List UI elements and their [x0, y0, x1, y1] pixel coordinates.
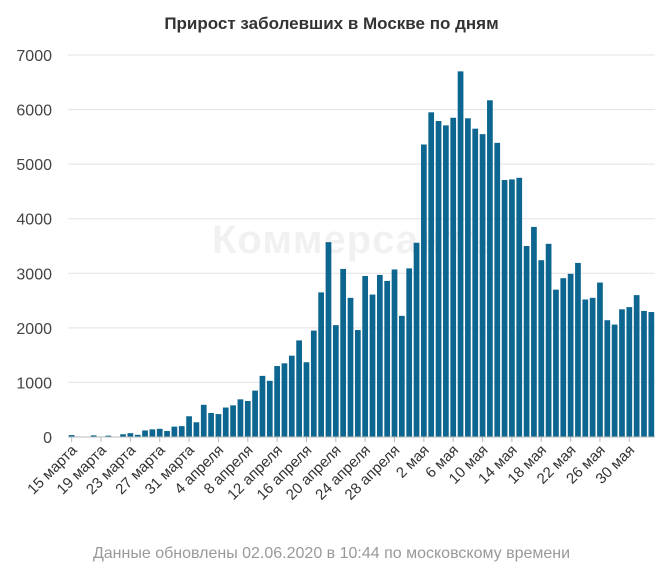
- bar: [186, 416, 192, 437]
- bar: [589, 297, 596, 437]
- bar: [582, 299, 589, 437]
- bar: [384, 280, 391, 437]
- bar: [465, 118, 471, 438]
- update-note: Данные обновлены 02.06.2020 в 10:44 по м…: [92, 545, 571, 562]
- y-tick-label: 7000: [16, 48, 52, 65]
- bar: [406, 268, 413, 437]
- bar: [538, 260, 545, 437]
- grid-lines: [68, 54, 655, 383]
- y-tick-label: 1000: [16, 375, 52, 392]
- bar: [523, 246, 530, 437]
- bar: [531, 226, 537, 437]
- bar: [619, 309, 625, 437]
- bar: [303, 362, 310, 437]
- bar: [443, 125, 449, 438]
- bar: [347, 297, 354, 437]
- bar: [127, 433, 134, 437]
- bar: [237, 399, 244, 437]
- bar: [428, 112, 435, 438]
- bar: [310, 330, 317, 437]
- bar: [494, 142, 501, 438]
- bar: [266, 380, 273, 437]
- bar: [208, 412, 214, 437]
- bar: [369, 294, 376, 437]
- bar: [281, 363, 288, 437]
- y-tick-label: 0: [43, 430, 52, 447]
- bar: [509, 179, 515, 438]
- bar: [545, 243, 552, 437]
- bar: [641, 310, 647, 437]
- bar: [230, 405, 236, 437]
- bar: [90, 435, 97, 437]
- bar: [340, 268, 347, 437]
- y-tick-label: 5000: [16, 157, 52, 174]
- bar: [200, 404, 207, 437]
- bar: [142, 430, 148, 437]
- bar: [501, 179, 508, 437]
- bar: [604, 320, 611, 437]
- bar: [487, 100, 493, 437]
- y-tick-label: 3000: [16, 266, 52, 283]
- bar: [376, 274, 383, 437]
- bar: [575, 262, 581, 437]
- bar: [68, 435, 75, 437]
- bar: [648, 312, 655, 437]
- bar: [391, 269, 398, 437]
- bar: [171, 426, 178, 437]
- bar: [435, 121, 442, 437]
- bar: [479, 134, 486, 437]
- bar: [516, 177, 523, 438]
- bar: [553, 289, 559, 437]
- bar: [560, 278, 567, 437]
- chart-title: Прирост заболевших в Москве по дням: [164, 14, 499, 33]
- bar: [362, 276, 369, 437]
- bar: [149, 429, 156, 437]
- bar: [120, 434, 126, 437]
- bar: [222, 407, 229, 437]
- bar: [567, 273, 574, 437]
- bar: [288, 355, 295, 437]
- bar: [626, 307, 633, 437]
- bar: [325, 242, 332, 437]
- bar: [252, 390, 258, 437]
- bar: [633, 295, 640, 437]
- bars: [68, 71, 655, 438]
- bar: [296, 340, 302, 437]
- bar: [244, 400, 251, 437]
- bar: [421, 144, 427, 437]
- bar: [413, 242, 420, 437]
- bar: [597, 282, 603, 437]
- bar: [318, 292, 324, 437]
- bar: [193, 422, 200, 437]
- bar: [178, 426, 185, 437]
- y-tick-label: 4000: [16, 212, 52, 229]
- bar: [274, 366, 280, 437]
- bar: [354, 330, 361, 437]
- bar: [472, 128, 479, 438]
- bar: [105, 435, 112, 437]
- bar: [457, 71, 464, 438]
- bar: [156, 428, 163, 437]
- bar: [611, 324, 618, 437]
- bar: [164, 431, 170, 437]
- x-tick-label: 2 мая: [393, 442, 433, 482]
- bar: [215, 414, 222, 437]
- bar: [332, 325, 339, 437]
- bar: [450, 117, 457, 437]
- bar: [259, 375, 266, 437]
- y-tick-label: 2000: [16, 321, 52, 338]
- y-axis-ticks: 0 1000 2000 3000 4000 5000 6000 7000: [16, 48, 52, 447]
- bar: [134, 434, 141, 437]
- bar: [398, 315, 405, 437]
- y-tick-label: 6000: [16, 103, 52, 120]
